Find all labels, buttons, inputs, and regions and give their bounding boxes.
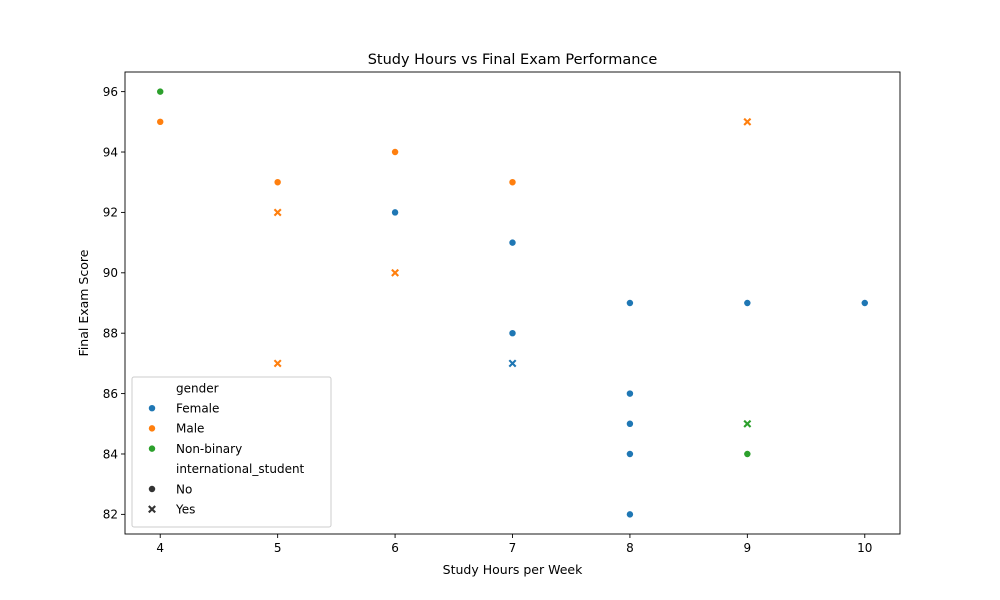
data-point <box>156 117 165 126</box>
y-tick-label: 90 <box>103 266 118 280</box>
data-point <box>508 329 517 338</box>
legend-marker <box>148 404 156 413</box>
legend-entry-label: No <box>176 482 192 496</box>
y-axis-label: Final Exam Score <box>76 249 91 356</box>
data-point <box>391 208 400 217</box>
legend-marker <box>148 505 156 514</box>
legend-title-gender: gender <box>176 381 219 395</box>
x-tick-label: 10 <box>857 541 872 555</box>
x-tick-label: 5 <box>274 541 282 555</box>
data-point <box>273 208 282 217</box>
x-tick-label: 9 <box>744 541 752 555</box>
plot-area: 4 5 6 7 8 9 10 82 84 86 88 90 92 94 96 <box>103 71 901 555</box>
data-point <box>625 510 634 519</box>
legend-entry-label: Yes <box>175 503 195 517</box>
data-point <box>743 419 752 428</box>
data-point <box>625 389 634 398</box>
data-point <box>743 450 752 458</box>
y-tick-label: 92 <box>103 206 118 220</box>
data-point <box>743 299 752 307</box>
data-point <box>273 359 282 368</box>
y-tick-label: 84 <box>103 447 118 461</box>
y-tick-label: 86 <box>103 387 118 401</box>
y-tick-label: 88 <box>103 326 118 340</box>
legend-entry-label: Male <box>176 422 204 436</box>
data-point <box>391 268 400 277</box>
legend-box <box>131 376 332 528</box>
data-point <box>743 117 752 126</box>
data-point <box>625 450 634 458</box>
data-point <box>156 87 165 96</box>
data-point <box>391 148 400 156</box>
x-axis-ticks: 4 5 6 7 8 9 10 <box>156 534 872 555</box>
legend-entry-label: Non-binary <box>176 442 242 456</box>
data-point <box>508 238 517 247</box>
x-tick-label: 4 <box>156 541 164 555</box>
legend-entry-label: Female <box>176 402 219 416</box>
legend-marker <box>148 444 156 453</box>
y-axis-ticks: 82 84 86 88 90 92 94 96 <box>103 85 125 522</box>
legend-marker <box>148 424 156 433</box>
data-point <box>273 178 282 187</box>
data-point <box>625 419 634 428</box>
legend-title-international-student: international_student <box>176 462 305 476</box>
data-point <box>625 299 634 307</box>
x-tick-label: 7 <box>509 541 517 555</box>
data-points <box>156 87 869 519</box>
chart-title: Study Hours vs Final Exam Performance <box>368 52 658 68</box>
y-tick-label: 96 <box>103 85 118 99</box>
data-point <box>508 178 517 187</box>
data-point <box>508 359 517 368</box>
y-tick-label: 94 <box>103 145 118 159</box>
x-axis-label: Study Hours per Week <box>443 562 583 577</box>
legend-marker <box>148 485 156 493</box>
data-point <box>860 299 869 307</box>
legend: gender Female Male Non-binary international_… <box>131 376 332 528</box>
x-tick-label: 8 <box>626 541 634 555</box>
x-tick-label: 6 <box>391 541 399 555</box>
y-tick-label: 82 <box>103 508 118 522</box>
